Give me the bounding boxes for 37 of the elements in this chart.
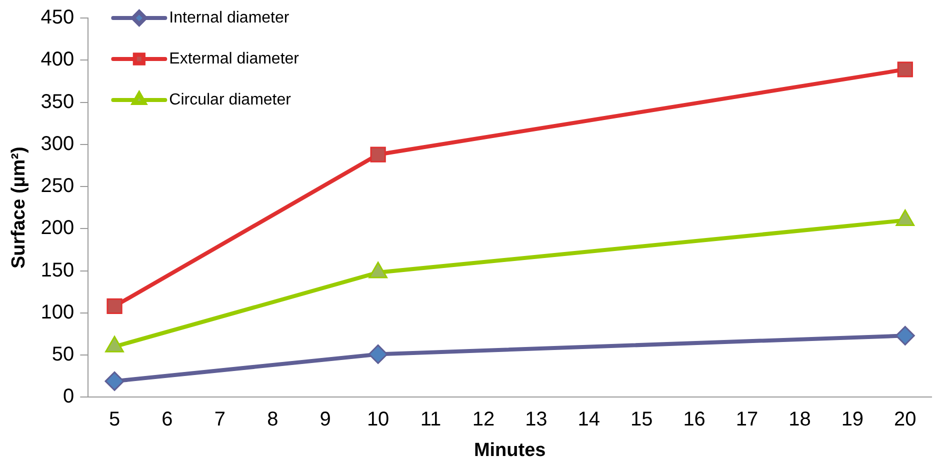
x-tick-label: 17 bbox=[736, 408, 758, 431]
x-tick-label: 19 bbox=[841, 408, 864, 431]
x-tick-label: 13 bbox=[525, 408, 548, 431]
x-axis-title: Minutes bbox=[474, 440, 546, 461]
x-tick-label: 14 bbox=[578, 408, 600, 431]
y-tick-label: 100 bbox=[40, 301, 74, 324]
y-tick-label: 200 bbox=[40, 217, 74, 240]
x-tick-label: 9 bbox=[320, 408, 331, 431]
x-tick-label: 18 bbox=[788, 408, 811, 431]
point bbox=[368, 344, 388, 364]
x-tick-label: 7 bbox=[214, 408, 226, 431]
x-tick-label: 11 bbox=[420, 408, 442, 431]
y-tick-label: 350 bbox=[40, 90, 74, 113]
y-tick-label: 450 bbox=[40, 6, 74, 29]
point bbox=[897, 62, 913, 78]
legend-label: Extermal diameter bbox=[169, 50, 300, 68]
y-axis-title: Surface (µm²) bbox=[8, 146, 30, 269]
x-tick-label: 16 bbox=[683, 408, 706, 431]
y-tick-label: 400 bbox=[40, 48, 74, 71]
y-tick-label: 0 bbox=[63, 386, 74, 408]
x-tick-label: 5 bbox=[108, 408, 120, 431]
legend-label: Internal diameter bbox=[169, 9, 290, 26]
y-tick-label: 50 bbox=[52, 344, 74, 366]
x-tick-label: 15 bbox=[630, 408, 653, 431]
point bbox=[895, 326, 915, 346]
legend-label: Circular diameter bbox=[169, 91, 292, 108]
point bbox=[106, 298, 122, 314]
x-tick-label: 6 bbox=[162, 408, 173, 431]
y-tick-label: 250 bbox=[40, 175, 74, 198]
point bbox=[104, 371, 124, 391]
x-tick-label: 12 bbox=[472, 408, 495, 431]
x-tick-label: 8 bbox=[267, 408, 278, 431]
y-tick-label: 300 bbox=[40, 132, 74, 155]
point bbox=[370, 146, 386, 162]
y-tick-label: 150 bbox=[40, 259, 74, 282]
x-tick-label: 10 bbox=[366, 408, 390, 431]
x-tick-label: 20 bbox=[894, 408, 916, 431]
